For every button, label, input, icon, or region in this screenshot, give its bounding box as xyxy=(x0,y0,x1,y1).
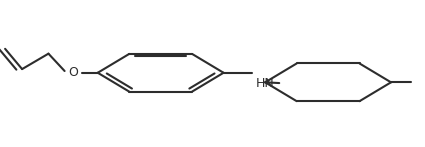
Text: HN: HN xyxy=(256,77,275,90)
Text: O: O xyxy=(68,66,78,79)
